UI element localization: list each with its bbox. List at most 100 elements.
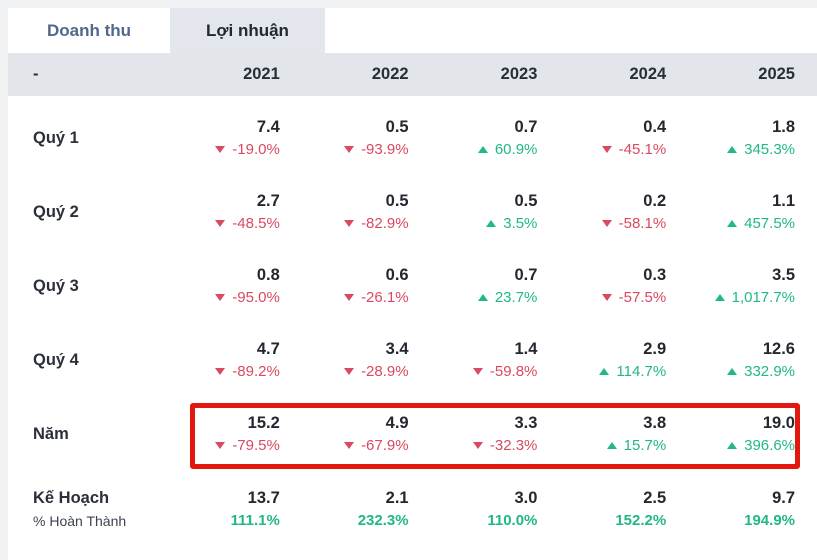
cell-change: 332.9% [688,361,795,382]
change-percent: 60.9% [494,141,538,158]
trend-up-icon [714,294,725,301]
table-cell: 0.5 3.5% [431,190,560,234]
cell-change: 1,017.7% [688,287,795,308]
trend-up-icon [486,220,497,227]
change-percent: -93.9% [361,141,409,158]
trend-up-icon [727,442,738,449]
row-label: Quý 4 [33,350,79,369]
plan-label: Kế Hoạch [33,489,110,507]
change-percent: -26.1% [361,289,409,306]
cell-change: -67.9% [302,435,409,456]
change-percent: -28.9% [361,363,409,380]
cell-change: -28.9% [302,361,409,382]
cell-value: 4.9 [385,414,409,432]
table-row-quy-4: Quý 4 4.7 -89.2% 3.4 -28.9% 1.4 - [8,323,817,397]
row-label: Quý 3 [33,276,79,295]
trend-down-icon [215,146,226,153]
cell-change: 345.3% [688,139,795,160]
trend-down-icon [344,294,355,301]
table-cell: 2.1 232.3% [302,486,431,532]
completion-label: % Hoàn Thành [33,513,127,529]
cell-value: 3.5 [772,266,795,284]
trend-down-icon [472,442,483,449]
change-percent: -89.2% [232,363,280,380]
cell-change: 3.5% [431,213,538,234]
change-percent: 15.7% [623,437,667,454]
year-column-header: 2025 [758,65,795,83]
table-cell: 12.6 332.9% [688,338,817,382]
table-row-quy-2: Quý 2 2.7 -48.5% 0.5 -82.9% 0.5 3 [8,175,817,249]
trend-down-icon [344,368,355,375]
year-column-header: 2023 [500,65,538,83]
completion-percent: 194.9% [744,512,795,529]
change-percent: -95.0% [232,289,280,306]
trend-down-icon [215,294,226,301]
table-cell: 2.5 152.2% [559,486,688,532]
trend-up-icon [606,442,617,449]
cell-value: 12.6 [762,340,795,358]
table-cell: 3.5 1,017.7% [688,264,817,308]
cell-value: 1.1 [772,192,795,210]
table-cell: 2.9 114.7% [559,338,688,382]
completion-percent: 110.0% [487,512,538,529]
completion-percent: 232.3% [357,512,409,529]
year-column-header: 2024 [629,65,667,83]
cell-change: -82.9% [302,213,409,234]
tab-loi-nhuan[interactable]: Lợi nhuận [170,8,325,53]
cell-change: -26.1% [302,287,409,308]
cell-change: 396.6% [688,435,795,456]
cell-value: 0.6 [385,266,409,284]
table-cell: 1.4 -59.8% [431,338,560,382]
trend-up-icon [727,220,738,227]
change-percent: -19.0% [232,141,280,158]
change-percent: -32.3% [489,437,538,454]
change-percent: 3.5% [503,215,538,232]
cell-value: 0.8 [256,266,280,284]
change-percent: -67.9% [361,437,409,454]
change-percent: 345.3% [744,141,795,158]
table-cell: 0.5 -82.9% [302,190,431,234]
cell-change: -32.3% [431,435,538,456]
table-cell: 7.4 -19.0% [173,116,302,160]
trend-down-icon [601,146,612,153]
table-cell: 3.3 -32.3% [431,412,560,456]
cell-change: 60.9% [431,139,538,160]
cell-change: 15.7% [559,435,666,456]
cell-value: 3.4 [385,340,409,358]
cell-change: -93.9% [302,139,409,160]
table-cell: 15.2 -79.5% [173,412,302,456]
trend-down-icon [344,220,355,227]
table-cell: 1.1 457.5% [688,190,817,234]
change-percent: 332.9% [744,363,795,380]
plan-label-block: Kế Hoạch % Hoàn Thành [8,486,173,532]
cell-value: 1.4 [514,340,538,358]
table-row-quy-3: Quý 3 0.8 -95.0% 0.6 -26.1% 0.7 2 [8,249,817,323]
trend-up-icon [477,146,488,153]
trend-up-icon [727,146,738,153]
tab-label: Doanh thu [46,20,132,40]
table-cell: 13.7 111.1% [173,486,302,532]
plan-value: 9.7 [772,489,795,507]
cell-value: 7.4 [256,118,280,136]
table-row-nam: Năm 15.2 -79.5% 4.9 -67.9% 3.3 -3 [8,397,817,471]
trend-down-icon [601,294,612,301]
cell-value: 0.5 [385,192,409,210]
tab-doanh-thu[interactable]: Doanh thu [8,8,170,53]
change-percent: 1,017.7% [731,289,795,306]
table-header: - 2021 2022 2023 2024 2025 [8,53,817,96]
trend-up-icon [477,294,488,301]
table-cell: 0.2 -58.1% [559,190,688,234]
cell-value: 0.5 [385,118,409,136]
tab-bar: Doanh thu Lợi nhuận [8,8,817,53]
table-cell: 3.8 15.7% [559,412,688,456]
cell-value: 2.7 [256,192,280,210]
corner-label: - [33,65,39,83]
cell-value: 3.3 [514,414,538,432]
cell-value: 15.2 [247,414,280,432]
plan-value: 2.1 [385,489,409,507]
trend-up-icon [599,368,610,375]
trend-down-icon [344,146,355,153]
trend-down-icon [215,442,226,449]
cell-change: -89.2% [173,361,280,382]
